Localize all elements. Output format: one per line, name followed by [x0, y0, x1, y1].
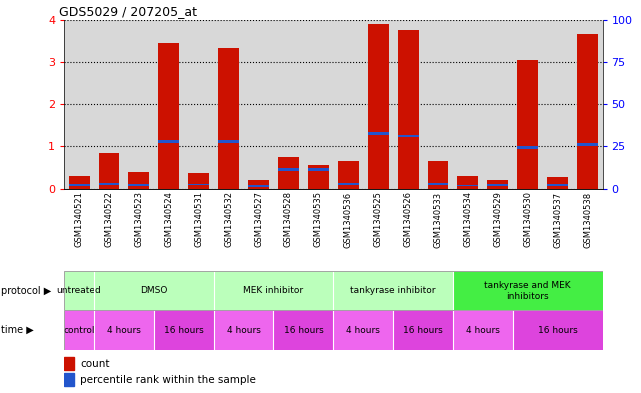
Bar [428, 183, 449, 185]
Bar [218, 48, 239, 189]
Bar [99, 183, 119, 185]
Text: 16 hours: 16 hours [283, 326, 323, 334]
Text: control: control [63, 326, 95, 334]
Bar [453, 310, 513, 350]
Bar [64, 357, 74, 369]
Bar [69, 176, 90, 189]
Bar [213, 310, 274, 350]
Bar [577, 35, 598, 189]
Bar [547, 177, 568, 189]
Bar [308, 165, 329, 189]
Bar [64, 373, 74, 386]
Bar [333, 271, 453, 310]
Bar [64, 271, 94, 310]
Bar [458, 176, 478, 189]
Text: tankyrase inhibitor: tankyrase inhibitor [351, 286, 436, 295]
Text: 4 hours: 4 hours [466, 326, 500, 334]
Bar [517, 146, 538, 149]
Bar [248, 180, 269, 189]
Bar [64, 310, 94, 350]
Text: protocol ▶: protocol ▶ [1, 286, 51, 296]
Bar [94, 271, 213, 310]
Text: MEK inhibitor: MEK inhibitor [244, 286, 304, 295]
Bar [368, 132, 388, 135]
Text: GDS5029 / 207205_at: GDS5029 / 207205_at [59, 6, 197, 18]
Bar [308, 168, 329, 171]
Bar [274, 310, 333, 350]
Bar [154, 310, 213, 350]
Text: DMSO: DMSO [140, 286, 167, 295]
Text: 16 hours: 16 hours [164, 326, 204, 334]
Text: untreated: untreated [56, 286, 101, 295]
Bar [453, 271, 603, 310]
Bar [94, 310, 154, 350]
Bar [517, 60, 538, 189]
Bar [487, 184, 508, 185]
Bar [188, 184, 209, 185]
Bar [458, 185, 478, 186]
Bar [248, 185, 269, 187]
Text: 4 hours: 4 hours [346, 326, 380, 334]
Text: count: count [80, 358, 110, 369]
Bar [338, 161, 359, 189]
Bar [513, 310, 603, 350]
Bar [128, 172, 149, 189]
Bar [99, 153, 119, 189]
Text: 4 hours: 4 hours [107, 326, 141, 334]
Text: tankyrase and MEK
inhibitors: tankyrase and MEK inhibitors [485, 281, 571, 301]
Bar [428, 161, 449, 189]
Text: percentile rank within the sample: percentile rank within the sample [80, 375, 256, 384]
Bar [188, 173, 209, 189]
Bar [69, 184, 90, 186]
Bar [333, 310, 393, 350]
Text: 16 hours: 16 hours [403, 326, 443, 334]
Text: 16 hours: 16 hours [538, 326, 578, 334]
Bar [218, 140, 239, 143]
Bar [547, 184, 568, 185]
Bar [577, 143, 598, 145]
Bar [158, 43, 179, 189]
Bar [393, 310, 453, 350]
Bar [397, 30, 419, 189]
Bar [213, 271, 333, 310]
Text: 4 hours: 4 hours [227, 326, 260, 334]
Bar [368, 24, 388, 189]
Text: time ▶: time ▶ [1, 325, 33, 335]
Bar [278, 157, 299, 189]
Bar [397, 134, 419, 137]
Bar [158, 140, 179, 143]
Bar [128, 184, 149, 185]
Bar [487, 180, 508, 189]
Bar [338, 183, 359, 185]
Bar [278, 168, 299, 171]
